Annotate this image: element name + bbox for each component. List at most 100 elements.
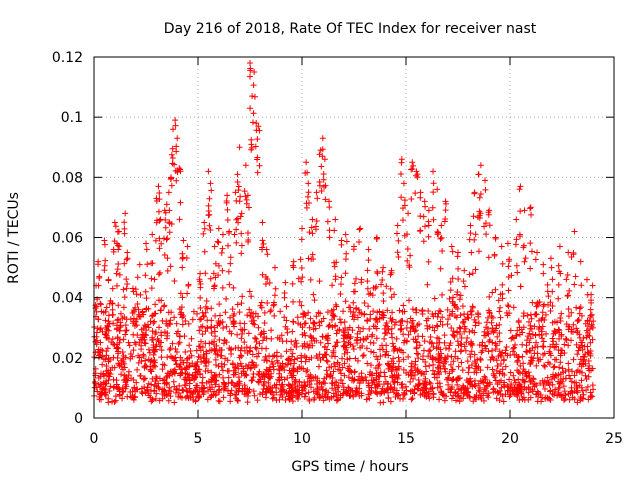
scatter-point [373, 376, 380, 383]
scatter-point [120, 304, 127, 311]
scatter-point [126, 342, 133, 349]
spike-cluster-point [517, 208, 524, 215]
scatter-point [260, 371, 267, 378]
scatter-point [381, 325, 388, 332]
spike-point [438, 222, 445, 229]
scatter-point [158, 347, 165, 354]
scatter-point [184, 393, 191, 400]
scatter-point [434, 323, 441, 330]
spike-cluster-point [472, 231, 479, 238]
spike-cluster-point [331, 263, 338, 270]
scatter-point [141, 384, 148, 391]
scatter-point [121, 314, 128, 321]
scatter-point [208, 369, 215, 376]
spike-cluster-point [281, 294, 288, 301]
scatter-point [562, 368, 569, 375]
spike-point [244, 192, 251, 199]
spike-cluster-point [532, 256, 539, 263]
scatter-point [316, 351, 323, 358]
scatter-point [294, 355, 301, 362]
spike-cluster-point [471, 236, 478, 243]
scatter-point [412, 336, 419, 343]
scatter-point [227, 392, 234, 399]
scatter-point [400, 302, 407, 309]
spike-cluster-point [173, 148, 180, 155]
scatter-point [106, 387, 113, 394]
scatter-point [235, 374, 242, 381]
spike-cluster-point [466, 271, 473, 278]
scatter-point [268, 327, 275, 334]
scatter-point [265, 379, 272, 386]
scatter-point [274, 359, 281, 366]
spike-cluster-point [454, 288, 461, 295]
scatter-point [131, 385, 138, 392]
spike-cluster-point [572, 273, 579, 280]
scatter-point [298, 352, 305, 359]
spike-cluster-point [219, 284, 226, 291]
scatter-point [134, 274, 141, 281]
scatter-point [405, 297, 412, 304]
scatter-point [574, 387, 581, 394]
scatter-point [568, 384, 575, 391]
scatter-point [329, 282, 336, 289]
scatter-point [158, 297, 165, 304]
scatter-point [557, 347, 564, 354]
spike-cluster-point [259, 237, 266, 244]
spike-cluster-point [422, 223, 429, 230]
scatter-point [220, 379, 227, 386]
scatter-point [120, 286, 127, 293]
spike-point [122, 210, 129, 217]
scatter-point [412, 358, 419, 365]
spike-cluster-point [320, 176, 327, 183]
spike-cluster-point [449, 275, 456, 282]
scatter-point [221, 380, 228, 387]
scatter-point [234, 396, 241, 403]
scatter-point [147, 366, 154, 373]
scatter-point [171, 278, 178, 285]
scatter-point [241, 326, 248, 333]
scatter-point [202, 368, 209, 375]
scatter-point [496, 308, 503, 315]
scatter-point [155, 271, 162, 278]
scatter-point [238, 370, 245, 377]
scatter-point [341, 319, 348, 326]
scatter-point [381, 335, 388, 342]
scatter-point [495, 297, 502, 304]
scatter-point [287, 346, 294, 353]
scatter-point [531, 323, 538, 330]
scatter-point [440, 392, 447, 399]
scatter-point [308, 377, 315, 384]
scatter-point [121, 364, 128, 371]
spike-cluster-point [337, 291, 344, 298]
scatter-point [376, 373, 383, 380]
scatter-point [130, 347, 137, 354]
scatter-point [350, 309, 357, 316]
scatter-point [389, 340, 396, 347]
spike-cluster-point [499, 295, 506, 302]
scatter-point [132, 341, 139, 348]
scatter-point [529, 299, 536, 306]
scatter-point [423, 389, 430, 396]
scatter-point [258, 299, 265, 306]
scatter-point [549, 381, 556, 388]
scatter-point [289, 398, 296, 405]
scatter-point [171, 399, 178, 406]
scatter-point [456, 398, 463, 405]
spike-point [540, 261, 547, 268]
scatter-point [530, 375, 537, 382]
scatter-point [485, 307, 492, 314]
scatter-point [576, 331, 583, 338]
scatter-point [256, 371, 263, 378]
scatter-point [307, 276, 314, 283]
scatter-point [279, 381, 286, 388]
scatter-point [587, 306, 594, 313]
scatter-point [186, 363, 193, 370]
scatter-point [292, 337, 299, 344]
scatter-point [321, 391, 328, 398]
scatter-point [422, 359, 429, 366]
scatter-point [510, 344, 517, 351]
spike-cluster-point [342, 256, 349, 263]
scatter-point [531, 383, 538, 390]
scatter-point [489, 366, 496, 373]
scatter-point [516, 331, 523, 338]
